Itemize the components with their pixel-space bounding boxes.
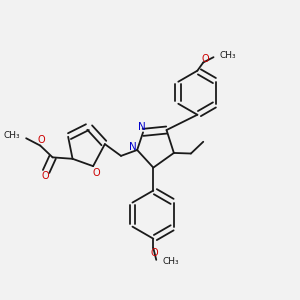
Text: N: N — [129, 142, 136, 152]
Text: CH₃: CH₃ — [4, 131, 20, 140]
Text: O: O — [41, 171, 49, 181]
Text: CH₃: CH₃ — [220, 51, 237, 60]
Text: O: O — [38, 135, 46, 145]
Text: O: O — [202, 54, 209, 64]
Text: CH₃: CH₃ — [163, 257, 179, 266]
Text: O: O — [150, 248, 158, 258]
Text: O: O — [92, 168, 100, 178]
Text: N: N — [138, 122, 146, 131]
